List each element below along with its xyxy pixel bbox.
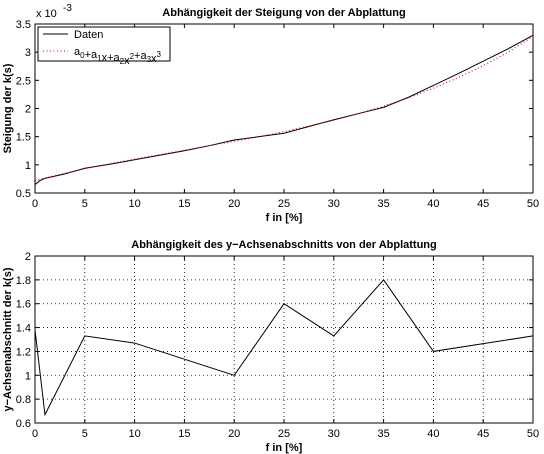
y-tick-label: 3: [25, 47, 31, 59]
y-tick-label: 1.2: [16, 346, 31, 358]
x-tick-label: 10: [128, 428, 140, 440]
x-axis-label: f in [%]: [266, 442, 303, 454]
legend-label: a0+a1x+a2x2+a3x3: [74, 46, 162, 67]
y-scale-exponent: -3: [63, 3, 72, 14]
legend-subscript: 2: [120, 57, 125, 66]
x-tick-label: 45: [477, 198, 489, 210]
legend-label-part: a: [74, 46, 81, 58]
x-tick-label: 20: [228, 428, 240, 440]
series-line-data: [35, 279, 533, 417]
x-tick-label: 5: [82, 428, 88, 440]
y-tick-label: 1.6: [16, 299, 31, 311]
x-tick-label: 35: [377, 428, 389, 440]
y-tick-label: 1: [25, 160, 31, 172]
y-tick-label: 3.5: [16, 19, 31, 31]
legend-label-part: x+a: [102, 52, 121, 64]
legend-superscript: 2: [130, 52, 135, 61]
y-tick-label: 1.4: [16, 323, 31, 335]
x-tick-label: 50: [527, 428, 539, 440]
x-tick-label: 45: [477, 428, 489, 440]
x-tick-label: 30: [328, 428, 340, 440]
x-tick-label: 20: [228, 198, 240, 210]
x-tick-label: 25: [278, 428, 290, 440]
y-tick-label: 0.6: [16, 418, 31, 430]
legend-box: [37, 26, 171, 62]
chart-title: Abhängigkeit der Steigung von der Abplat…: [162, 7, 405, 19]
y-tick-label: 2.5: [16, 75, 31, 87]
legend-subscript: 1: [97, 54, 102, 63]
series-line-fit: [35, 35, 533, 182]
y-tick-label: 1.8: [16, 275, 31, 287]
y-tick-label: 0.8: [16, 394, 31, 406]
legend-label-part: +a: [134, 50, 147, 62]
x-tick-label: 15: [178, 198, 190, 210]
legend-subscript: 0: [80, 51, 85, 60]
legend-label: Daten: [74, 29, 103, 41]
x-tick-label: 0: [32, 198, 38, 210]
legend-subscript: 3: [147, 55, 152, 64]
y-tick-label: 0.5: [16, 188, 31, 200]
x-tick-label: 40: [427, 428, 439, 440]
plot-area: [35, 256, 533, 423]
x-tick-label: 35: [377, 198, 389, 210]
series-line-data: [35, 34, 533, 185]
x-tick-label: 5: [82, 198, 88, 210]
x-tick-label: 40: [427, 198, 439, 210]
y-scale-multiplier: x 10: [36, 8, 57, 20]
x-tick-label: 15: [178, 428, 190, 440]
chart-title: Abhängigkeit des y−Achsenabschnitts von …: [131, 239, 437, 251]
y-tick-label: 2: [25, 251, 31, 263]
y-tick-label: 2: [25, 104, 31, 116]
legend-label-part: x: [151, 53, 157, 65]
y-axis-label: y−Achsenabschnitt der k(s): [2, 267, 14, 411]
y-axis-label: Steigung der k(s): [2, 63, 14, 153]
y-tick-label: 1: [25, 370, 31, 382]
x-tick-label: 30: [328, 198, 340, 210]
legend-label-part: x: [124, 55, 130, 67]
x-tick-label: 0: [32, 428, 38, 440]
x-tick-label: 10: [128, 198, 140, 210]
legend-label-part: +a: [85, 49, 98, 61]
x-axis-label: f in [%]: [266, 212, 303, 224]
legend-superscript: 3: [157, 50, 162, 59]
x-tick-label: 25: [278, 198, 290, 210]
y-tick-label: 1.5: [16, 132, 31, 144]
x-tick-label: 50: [527, 198, 539, 210]
